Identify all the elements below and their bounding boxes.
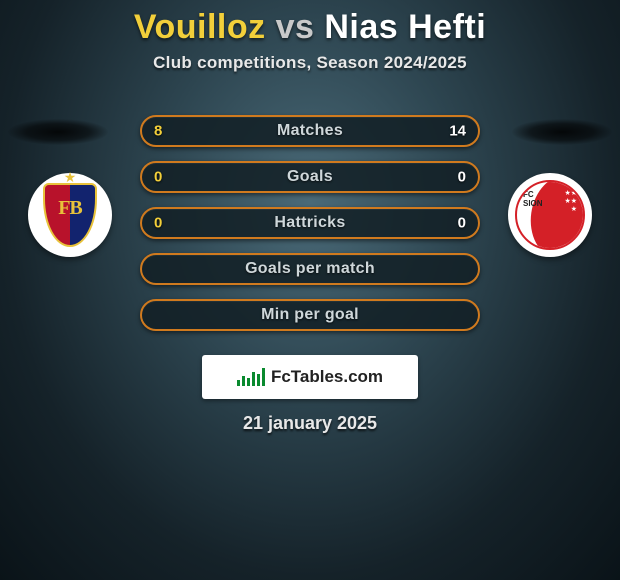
stat-row: Hattricks 0 0 <box>140 207 480 239</box>
club-badge-left-circle: ★ FB <box>28 173 112 257</box>
club-badge-right: FCSION ★★★★★ <box>500 173 600 257</box>
date-label: 21 january 2025 <box>0 413 620 434</box>
player2-name: Nias Hefti <box>324 8 486 46</box>
stat-row: Min per goal <box>140 299 480 331</box>
sion-crest-icon: FCSION ★★★★★ <box>515 180 585 250</box>
player2-shadow <box>512 119 612 145</box>
basel-crest-icon: ★ FB <box>43 183 97 247</box>
stat-value-right: 14 <box>449 123 466 140</box>
page-title: Vouilloz vs Nias Hefti <box>0 8 620 47</box>
chart-icon <box>237 368 265 386</box>
vs-label: vs <box>276 8 315 46</box>
stat-value-left: 8 <box>154 123 162 140</box>
watermark[interactable]: FcTables.com <box>202 355 418 399</box>
player1-name: Vouilloz <box>134 8 266 46</box>
stat-row: Goals per match <box>140 253 480 285</box>
stat-row: Matches 8 14 <box>140 115 480 147</box>
comparison-body: ★ FB FCSION ★★★★★ Matches814Goals00Hattr… <box>0 101 620 351</box>
club-badge-right-circle: FCSION ★★★★★ <box>508 173 592 257</box>
stat-label: Goals <box>287 168 333 186</box>
stat-label: Matches <box>277 122 343 140</box>
stat-row: Goals 0 0 <box>140 161 480 193</box>
stat-value-left: 0 <box>154 215 162 232</box>
comparison-card: Vouilloz vs Nias Hefti Club competitions… <box>0 0 620 434</box>
club-badge-left: ★ FB <box>20 173 120 257</box>
stats-column: Matches 8 14 Goals 0 0 Hattricks 0 0 Goals per ma… <box>140 115 480 345</box>
stat-value-right: 0 <box>458 215 466 232</box>
stat-value-right: 0 <box>458 169 466 186</box>
player1-shadow <box>8 119 108 145</box>
subtitle: Club competitions, Season 2024/2025 <box>0 53 620 73</box>
stat-label: Min per goal <box>261 306 359 324</box>
watermark-text: FcTables.com <box>271 367 383 387</box>
stat-label: Hattricks <box>274 214 345 232</box>
stat-label: Goals per match <box>245 260 375 278</box>
stat-value-left: 0 <box>154 169 162 186</box>
